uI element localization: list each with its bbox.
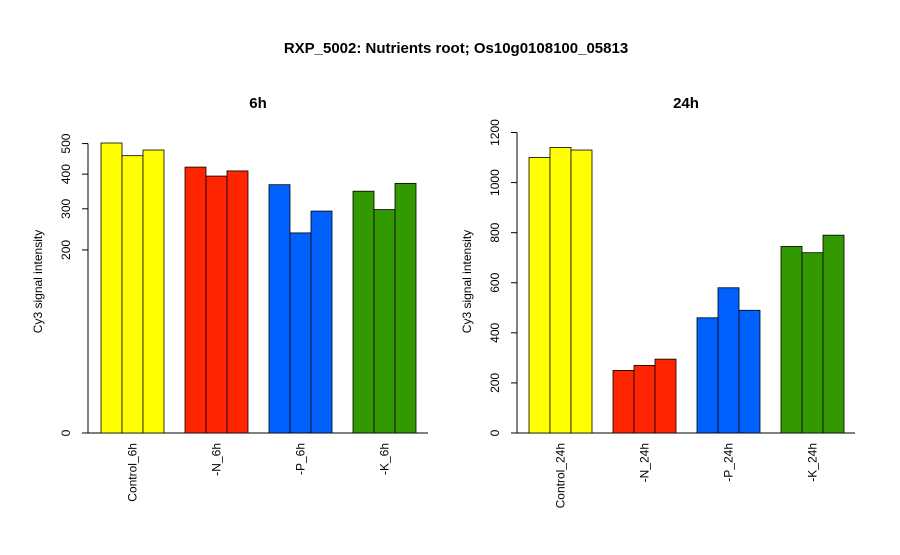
bar--P_6h-rep1 xyxy=(268,184,291,434)
x-category-label: Control_24h xyxy=(554,443,568,508)
bar--K_24h-rep1 xyxy=(780,246,803,434)
bar-Control_24h-rep1 xyxy=(528,157,551,434)
bar--P_24h-rep3 xyxy=(738,309,761,434)
y-tick-label: 0 xyxy=(488,429,502,436)
y-tick-label: 1000 xyxy=(488,169,502,196)
bar-Control_24h-rep2 xyxy=(549,147,572,434)
x-category-label: -N_24h xyxy=(638,443,652,482)
bar--P_24h-rep1 xyxy=(696,317,719,434)
y-tick-label: 500 xyxy=(59,133,73,153)
bar--K_6h-rep2 xyxy=(373,209,396,434)
bar--N_6h-rep1 xyxy=(184,166,207,434)
x-category-label: -K_24h xyxy=(806,443,820,482)
bar--P_6h-rep3 xyxy=(310,210,333,434)
bar--K_24h-rep2 xyxy=(801,252,824,434)
x-category-label: -N_6h xyxy=(210,443,224,476)
y-axis-label: Cy3 signal intensity xyxy=(31,230,45,333)
bar--N_24h-rep1 xyxy=(612,369,635,434)
y-tick-label: 1200 xyxy=(488,119,502,146)
bar--N_24h-rep2 xyxy=(633,364,656,434)
panel-title: 24h xyxy=(673,95,699,112)
bar--K_6h-rep1 xyxy=(352,190,375,434)
panel-24h: 24h Cy3 signal intensity 0 200 400 600 800 1000… xyxy=(460,95,855,508)
bar-Control_6h-rep1 xyxy=(100,142,123,434)
y-tick-label: 400 xyxy=(488,323,502,343)
bar--K_24h-rep3 xyxy=(822,234,845,434)
y-tick-label: 200 xyxy=(488,373,502,393)
y-tick-label: 300 xyxy=(59,198,73,218)
x-category-label: Control_6h xyxy=(126,443,140,502)
y-tick-label: 0 xyxy=(59,429,73,436)
y-tick-label: 600 xyxy=(488,272,502,292)
panel-6h: 6h Cy3 signal intensity 0 200 300 400 500 Contr… xyxy=(31,95,428,502)
panel-title: 6h xyxy=(249,95,267,112)
bar-Control_24h-rep3 xyxy=(570,149,593,434)
bar-Control_6h-rep3 xyxy=(142,149,165,434)
y-tick-label: 800 xyxy=(488,222,502,242)
bar--K_6h-rep3 xyxy=(394,182,417,434)
bar--P_6h-rep2 xyxy=(289,232,312,434)
bar--P_24h-rep2 xyxy=(717,287,740,434)
bar-Control_6h-rep2 xyxy=(121,155,144,434)
bar--N_24h-rep3 xyxy=(654,358,677,434)
y-tick-label: 400 xyxy=(59,164,73,184)
y-axis-label: Cy3 signal intensity xyxy=(460,230,474,333)
x-category-label: -K_6h xyxy=(378,443,392,475)
bar--N_6h-rep3 xyxy=(226,170,249,434)
bar--N_6h-rep2 xyxy=(205,175,228,434)
x-category-label: -P_6h xyxy=(294,443,308,475)
y-tick-label: 200 xyxy=(59,240,73,260)
main-title: RXP_5002: Nutrients root; Os10g0108100_0… xyxy=(284,40,628,57)
x-category-label: -P_24h xyxy=(722,443,736,482)
